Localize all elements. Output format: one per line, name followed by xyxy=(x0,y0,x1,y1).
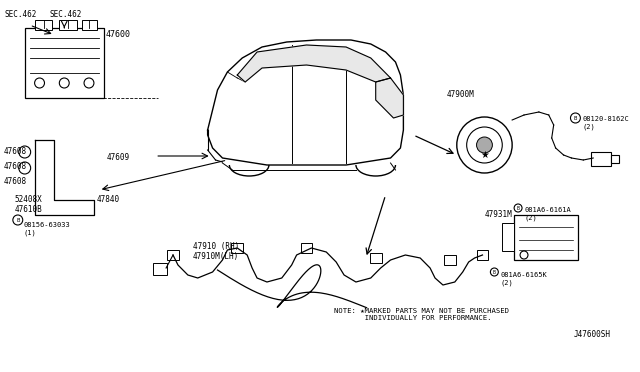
Text: 47900M: 47900M xyxy=(447,90,475,99)
Circle shape xyxy=(40,176,49,184)
Circle shape xyxy=(19,162,31,174)
Bar xyxy=(82,20,97,30)
Circle shape xyxy=(570,113,580,123)
Bar xyxy=(25,28,104,98)
Text: B: B xyxy=(16,218,19,222)
Text: B: B xyxy=(574,115,577,121)
Text: 47600: 47600 xyxy=(106,30,131,39)
Text: J47600SH: J47600SH xyxy=(573,330,611,339)
Polygon shape xyxy=(237,45,390,82)
Bar xyxy=(591,152,611,166)
Polygon shape xyxy=(376,78,403,118)
Bar xyxy=(502,223,514,251)
Text: 47608: 47608 xyxy=(4,177,27,186)
Text: 08120-8162C
(2): 08120-8162C (2) xyxy=(582,116,629,129)
Text: 47609: 47609 xyxy=(107,153,130,162)
Circle shape xyxy=(19,146,31,158)
Bar xyxy=(301,243,312,253)
Text: 47610B: 47610B xyxy=(15,205,43,214)
Text: 47608: 47608 xyxy=(4,162,27,171)
Bar xyxy=(60,20,77,30)
Bar xyxy=(153,263,167,275)
Bar xyxy=(477,250,488,260)
Circle shape xyxy=(13,215,23,225)
Text: ★: ★ xyxy=(480,150,489,160)
Bar xyxy=(35,20,52,30)
Circle shape xyxy=(60,78,69,88)
Text: 47608: 47608 xyxy=(4,147,27,156)
Bar xyxy=(611,155,619,163)
Bar xyxy=(167,250,179,260)
Bar xyxy=(444,255,456,265)
Circle shape xyxy=(520,251,528,259)
Polygon shape xyxy=(35,140,94,215)
Bar xyxy=(514,215,579,260)
Circle shape xyxy=(40,161,49,169)
Text: 47840: 47840 xyxy=(97,195,120,204)
Polygon shape xyxy=(207,40,403,165)
Circle shape xyxy=(69,203,79,213)
Circle shape xyxy=(467,127,502,163)
Circle shape xyxy=(477,137,492,153)
Circle shape xyxy=(35,78,45,88)
Bar xyxy=(231,243,243,253)
Text: 081A6-6165K
(2): 081A6-6165K (2) xyxy=(500,272,547,285)
Text: 52408X: 52408X xyxy=(15,195,43,204)
Text: 081A6-6161A
(2): 081A6-6161A (2) xyxy=(524,207,571,221)
Text: 47910 (RH)
47910M(LH): 47910 (RH) 47910M(LH) xyxy=(193,242,239,262)
Text: B: B xyxy=(493,269,496,275)
Text: 47931M: 47931M xyxy=(484,210,512,219)
Text: 08156-63033
(1): 08156-63033 (1) xyxy=(24,222,70,235)
Circle shape xyxy=(40,146,49,154)
Text: NOTE: ★MARKED PARTS MAY NOT BE PURCHASED
       INDIVIDUALLY FOR PERFORMANCE.: NOTE: ★MARKED PARTS MAY NOT BE PURCHASED… xyxy=(334,308,509,321)
Bar xyxy=(370,253,381,263)
Text: B: B xyxy=(516,205,520,211)
Circle shape xyxy=(84,78,94,88)
Circle shape xyxy=(490,268,499,276)
Text: SEC.462: SEC.462 xyxy=(49,10,82,19)
Text: SEC.462: SEC.462 xyxy=(5,10,37,19)
Circle shape xyxy=(514,204,522,212)
Circle shape xyxy=(457,117,512,173)
